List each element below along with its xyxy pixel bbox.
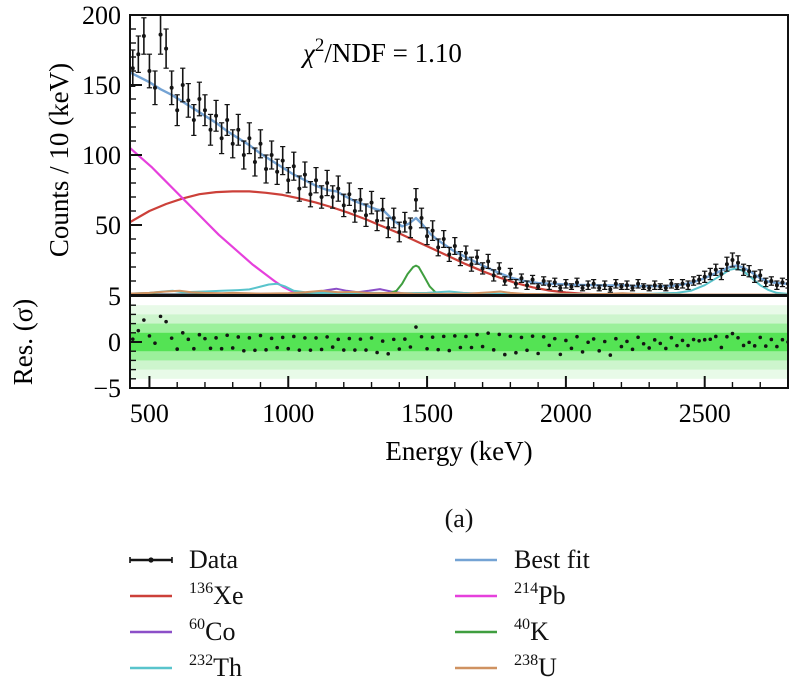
legend-item-xe136: 136Xe — [128, 578, 244, 614]
legend-item-pb214: 214Pb — [453, 578, 590, 614]
legend-item-data: Data — [128, 542, 244, 578]
legend-swatch-data — [129, 557, 173, 563]
legend-swatch-best_fit — [455, 558, 497, 562]
legend-swatch-u238 — [455, 666, 497, 670]
series-pb214-line — [130, 147, 788, 295]
y-tick-label-main: 200 — [82, 1, 121, 30]
legend-swatch-k40 — [455, 630, 497, 634]
series-u238-line — [130, 289, 788, 295]
legend-label-k40: 40K — [514, 615, 549, 646]
legend-item-k40: 40K — [453, 614, 590, 650]
y-axis-label-residual: Res. (σ) — [8, 299, 38, 386]
y-axis-label-main: Counts / 10 (keV) — [44, 63, 74, 257]
axis-ticks — [130, 14, 789, 389]
y-tick-label-residual: 5 — [108, 282, 121, 311]
x-tick-label: 1000 — [262, 399, 314, 428]
legend-item-best_fit: Best fit — [453, 542, 590, 578]
x-tick-label: 2500 — [679, 399, 731, 428]
legend-swatch-co60 — [130, 630, 172, 634]
legend-label-data: Data — [189, 545, 239, 574]
legend-label-u238: 238U — [514, 651, 557, 682]
legend-item-co60: 60Co — [128, 614, 244, 650]
series-th232-line — [130, 267, 788, 295]
legend-label-xe136: 136Xe — [189, 579, 244, 610]
legend-item-th232: 232Th — [128, 650, 244, 686]
legend-swatch-pb214 — [455, 594, 497, 598]
x-tick-label: 1500 — [401, 399, 453, 428]
x-axis-label: Energy (keV) — [385, 436, 532, 466]
x-tick-label: 500 — [130, 399, 169, 428]
legend-label-pb214: 214Pb — [514, 579, 566, 610]
series-xe136-line — [130, 190, 788, 295]
y-tick-label-main: 100 — [82, 141, 121, 170]
legend-label-co60: 60Co — [189, 615, 236, 646]
legend-label-th232: 232Th — [189, 651, 243, 682]
y-tick-label-main: 50 — [95, 211, 121, 240]
legend-column-right: Best fit 214Pb 40K 238U — [453, 542, 590, 686]
legend-swatch-th232 — [130, 666, 172, 670]
legend-swatch-xe136 — [130, 594, 172, 598]
legend-label-best_fit: Best fit — [514, 545, 590, 574]
data-points — [130, 15, 788, 293]
legend-column-left: Data 136Xe 60Co 232Th — [128, 542, 244, 686]
legend-item-u238: 238U — [453, 650, 590, 686]
chi2-annotation: χ2/NDF = 1.10 — [300, 35, 462, 68]
x-tick-label: 2000 — [540, 399, 592, 428]
y-tick-label-residual: −5 — [93, 374, 121, 403]
subfigure-caption: (a) — [444, 504, 474, 533]
residual-points — [130, 314, 788, 357]
y-tick-label-residual: 0 — [108, 328, 121, 357]
y-tick-label-main: 150 — [82, 71, 121, 100]
